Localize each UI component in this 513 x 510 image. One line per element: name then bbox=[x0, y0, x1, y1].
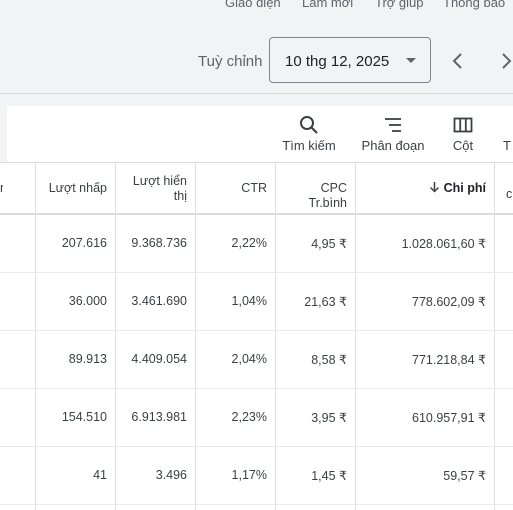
cell-cpc: 1,45 ₹ bbox=[311, 469, 347, 483]
arrow-down-icon bbox=[429, 182, 439, 193]
nav-help[interactable]: Trợ giúp bbox=[375, 0, 424, 10]
cell-cpc: 21,63 ₹ bbox=[304, 295, 347, 309]
cell-clicks: 154.510 bbox=[61, 410, 107, 424]
cell-cost: 771.218,84 ₹ bbox=[412, 353, 486, 367]
tool-partial[interactable]: T bbox=[503, 114, 513, 153]
col-divider bbox=[355, 163, 356, 510]
caret-down-icon bbox=[406, 58, 416, 63]
cell-ctr: 2,04% bbox=[231, 352, 267, 366]
cell-cpc: 3,95 ₹ bbox=[311, 411, 347, 425]
table-header-bottom-border bbox=[0, 213, 513, 215]
cell-cpc: 8,58 ₹ bbox=[311, 353, 347, 367]
date-range-picker[interactable]: 10 thg 12, 2025 bbox=[269, 37, 431, 83]
segment-button[interactable]: Phân đoạn bbox=[360, 114, 426, 153]
cell-ctr: 2,22% bbox=[231, 236, 267, 250]
tool-partial-label: T bbox=[503, 138, 511, 153]
cell-clicks: 36.000 bbox=[68, 294, 107, 308]
cell-cost: 610.957,91 ₹ bbox=[412, 411, 486, 425]
top-nav: Giao diện Làm mới Trợ giúp Thông báo bbox=[0, 0, 513, 11]
cost-header-label: Chi phí bbox=[443, 181, 486, 195]
col-divider bbox=[115, 163, 116, 510]
cell-ctr: 2,23% bbox=[231, 410, 267, 424]
cell-impressions: 4.409.054 bbox=[131, 352, 187, 366]
cell-clicks: 41 bbox=[93, 468, 107, 482]
row-divider bbox=[0, 446, 513, 447]
search-label: Tìm kiếm bbox=[282, 138, 336, 153]
column-header-partial-left[interactable]: n bbox=[0, 181, 3, 196]
customize-label: Tuỳ chỉnh bbox=[198, 53, 263, 70]
nav-notifications[interactable]: Thông báo bbox=[443, 0, 506, 10]
cell-impressions: 6.913.981 bbox=[131, 410, 187, 424]
column-header-clicks[interactable]: Lượt nhấp bbox=[48, 181, 107, 195]
cell-cost: 59,57 ₹ bbox=[443, 469, 486, 483]
cell-impressions: 9.368.736 bbox=[131, 236, 187, 250]
col-divider bbox=[275, 163, 276, 510]
column-header-partial-right[interactable]: c bbox=[506, 187, 513, 201]
cell-cost: 1.028.061,60 ₹ bbox=[401, 237, 486, 251]
column-header-ctr[interactable]: CTR bbox=[241, 181, 267, 195]
row-divider bbox=[0, 272, 513, 273]
column-header-impressions[interactable]: Lượt hiển thị bbox=[120, 174, 187, 204]
col-divider bbox=[35, 163, 36, 510]
cell-clicks: 207.616 bbox=[61, 236, 107, 250]
cell-clicks: 89.913 bbox=[68, 352, 107, 366]
chevron-right-icon[interactable] bbox=[496, 50, 513, 72]
cell-cost: 778.602,09 ₹ bbox=[412, 295, 486, 309]
columns-label: Cột bbox=[452, 138, 474, 153]
row-divider bbox=[0, 388, 513, 389]
date-value: 10 thg 12, 2025 bbox=[285, 53, 390, 70]
cell-impressions: 3.461.690 bbox=[131, 294, 187, 308]
segment-label: Phân đoạn bbox=[361, 138, 425, 153]
search-button[interactable]: Tìm kiếm bbox=[280, 114, 338, 153]
search-icon bbox=[300, 116, 318, 134]
row-divider bbox=[0, 504, 513, 505]
nav-appearance[interactable]: Giao diện bbox=[225, 0, 281, 10]
impressions-line-1: Lượt hiển bbox=[132, 174, 187, 188]
col-divider bbox=[195, 163, 196, 510]
header-divider bbox=[0, 93, 513, 94]
column-header-cpc[interactable]: CPC Tr.bình bbox=[308, 181, 347, 210]
impressions-line-2: thị bbox=[173, 189, 187, 203]
header-strip bbox=[0, 94, 513, 106]
top-bar: Giao diện Làm mới Trợ giúp Thông báo Tuỳ… bbox=[0, 0, 513, 93]
cell-cpc: 4,95 ₹ bbox=[311, 237, 347, 251]
columns-icon bbox=[453, 117, 473, 133]
columns-button[interactable]: Cột bbox=[446, 114, 480, 153]
table-header-top-border bbox=[0, 162, 513, 163]
row-divider bbox=[0, 330, 513, 331]
nav-refresh[interactable]: Làm mới bbox=[302, 0, 354, 10]
left-panel-edge bbox=[0, 106, 7, 162]
cell-ctr: 1,04% bbox=[231, 294, 267, 308]
cell-ctr: 1,17% bbox=[231, 468, 267, 482]
cell-impressions: 3.496 bbox=[155, 468, 187, 482]
column-header-cost[interactable]: Chi phí bbox=[360, 181, 486, 196]
segment-icon bbox=[385, 118, 401, 132]
col-divider bbox=[494, 163, 495, 510]
chevron-left-icon[interactable] bbox=[448, 50, 468, 72]
